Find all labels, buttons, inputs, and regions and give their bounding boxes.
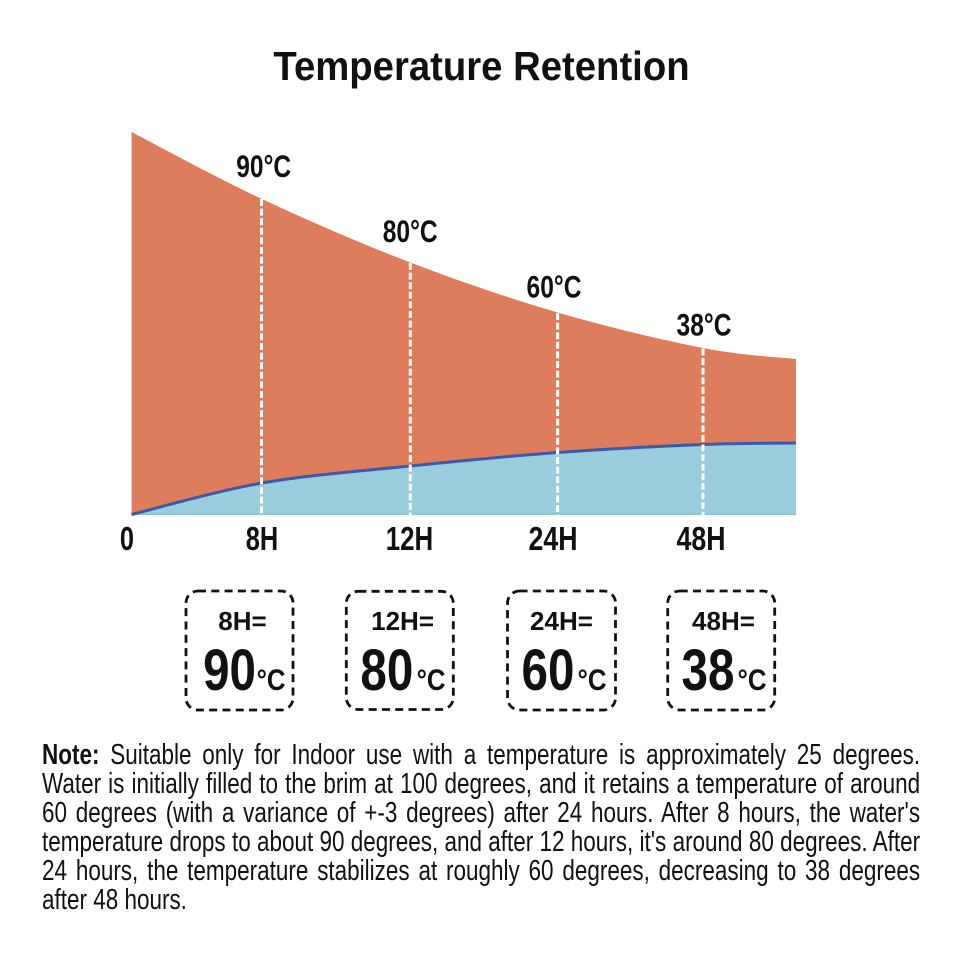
svg-text:80°C: 80°C [383, 213, 438, 249]
svg-text:Temperature Retention: Temperature Retention [273, 44, 689, 89]
svg-text:80: 80 [360, 639, 413, 704]
svg-text:0: 0 [120, 521, 134, 558]
svg-text:90: 90 [203, 639, 256, 704]
svg-text:12H=: 12H= [371, 606, 434, 636]
svg-text:60: 60 [522, 639, 575, 704]
svg-text:24H: 24H [528, 521, 577, 557]
svg-text:60°C: 60°C [527, 269, 582, 305]
svg-text:24H=: 24H= [530, 606, 593, 636]
svg-text:48H: 48H [676, 521, 725, 557]
svg-text:90°C: 90°C [236, 148, 291, 184]
svg-text:8H=: 8H= [218, 606, 266, 636]
svg-text:°C: °C [257, 663, 286, 696]
svg-text:°C: °C [738, 663, 767, 696]
svg-text:8H: 8H [246, 521, 278, 558]
svg-text:38: 38 [682, 639, 735, 704]
svg-text:12H: 12H [386, 521, 434, 558]
svg-text:48H=: 48H= [692, 606, 755, 636]
svg-text:°C: °C [417, 663, 446, 696]
svg-text:38°C: 38°C [677, 307, 732, 343]
svg-text:°C: °C [578, 663, 607, 696]
